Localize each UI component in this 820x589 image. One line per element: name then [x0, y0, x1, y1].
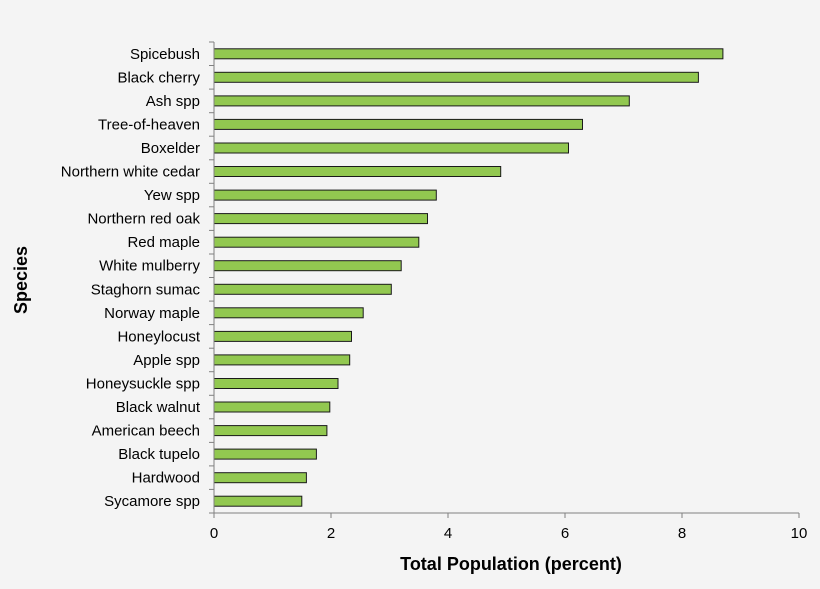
bar: [213, 142, 569, 154]
bar: [213, 260, 402, 272]
category-label: Red maple: [127, 234, 200, 251]
category-label: Black cherry: [117, 69, 200, 86]
x-tick-label: 4: [444, 525, 452, 542]
bar: [213, 354, 351, 366]
bars-group: [213, 48, 724, 507]
category-label: Yew spp: [144, 187, 200, 204]
category-labels-group: Spicebush Black cherry Ash spp Tree-of-heav…: [61, 46, 201, 510]
x-tick-label: 6: [561, 525, 569, 542]
category-label: Spicebush: [130, 46, 200, 63]
category-label: Black walnut: [116, 399, 201, 416]
category-label: Boxelder: [141, 140, 200, 157]
bar: [213, 71, 699, 83]
bar: [213, 425, 328, 437]
bar: [213, 236, 420, 248]
y-axis-title: Species: [11, 246, 31, 314]
bar: [213, 330, 352, 342]
bar: [213, 118, 583, 130]
category-label: Northern red oak: [87, 211, 200, 228]
category-label: Staghorn sumac: [91, 281, 201, 298]
x-axis-title: Total Population (percent): [400, 554, 622, 574]
category-label: Tree-of-heaven: [98, 116, 200, 133]
category-label: Apple spp: [133, 352, 200, 369]
bar: [213, 401, 331, 413]
bar: [213, 48, 724, 60]
category-label: Sycamore spp: [104, 493, 200, 510]
bar: [213, 472, 307, 484]
x-ticks-group: 0 2 4 6 8 10: [210, 513, 808, 542]
axes-group: [209, 41, 799, 514]
category-label: Honeysuckle spp: [86, 376, 200, 393]
category-label: American beech: [92, 423, 200, 440]
bar: [213, 166, 502, 177]
x-tick-label: 8: [678, 525, 686, 542]
category-label: Black tupelo: [118, 446, 200, 463]
bar: [213, 378, 339, 389]
bar: [213, 307, 364, 319]
bar: [213, 213, 428, 225]
x-tick-label: 10: [791, 525, 808, 542]
bar: [213, 189, 437, 201]
bar: [213, 495, 303, 507]
x-tick-label: 2: [327, 525, 335, 542]
bar: [213, 283, 392, 295]
category-label: Honeylocust: [117, 328, 200, 345]
category-label: Ash spp: [146, 93, 200, 110]
bar: [213, 448, 317, 460]
category-label: Norway maple: [104, 305, 200, 322]
category-label: Northern white cedar: [61, 164, 200, 181]
category-label: Hardwood: [132, 470, 200, 487]
category-label: White mulberry: [99, 258, 200, 275]
x-tick-label: 0: [210, 525, 218, 542]
bar: [213, 95, 630, 107]
